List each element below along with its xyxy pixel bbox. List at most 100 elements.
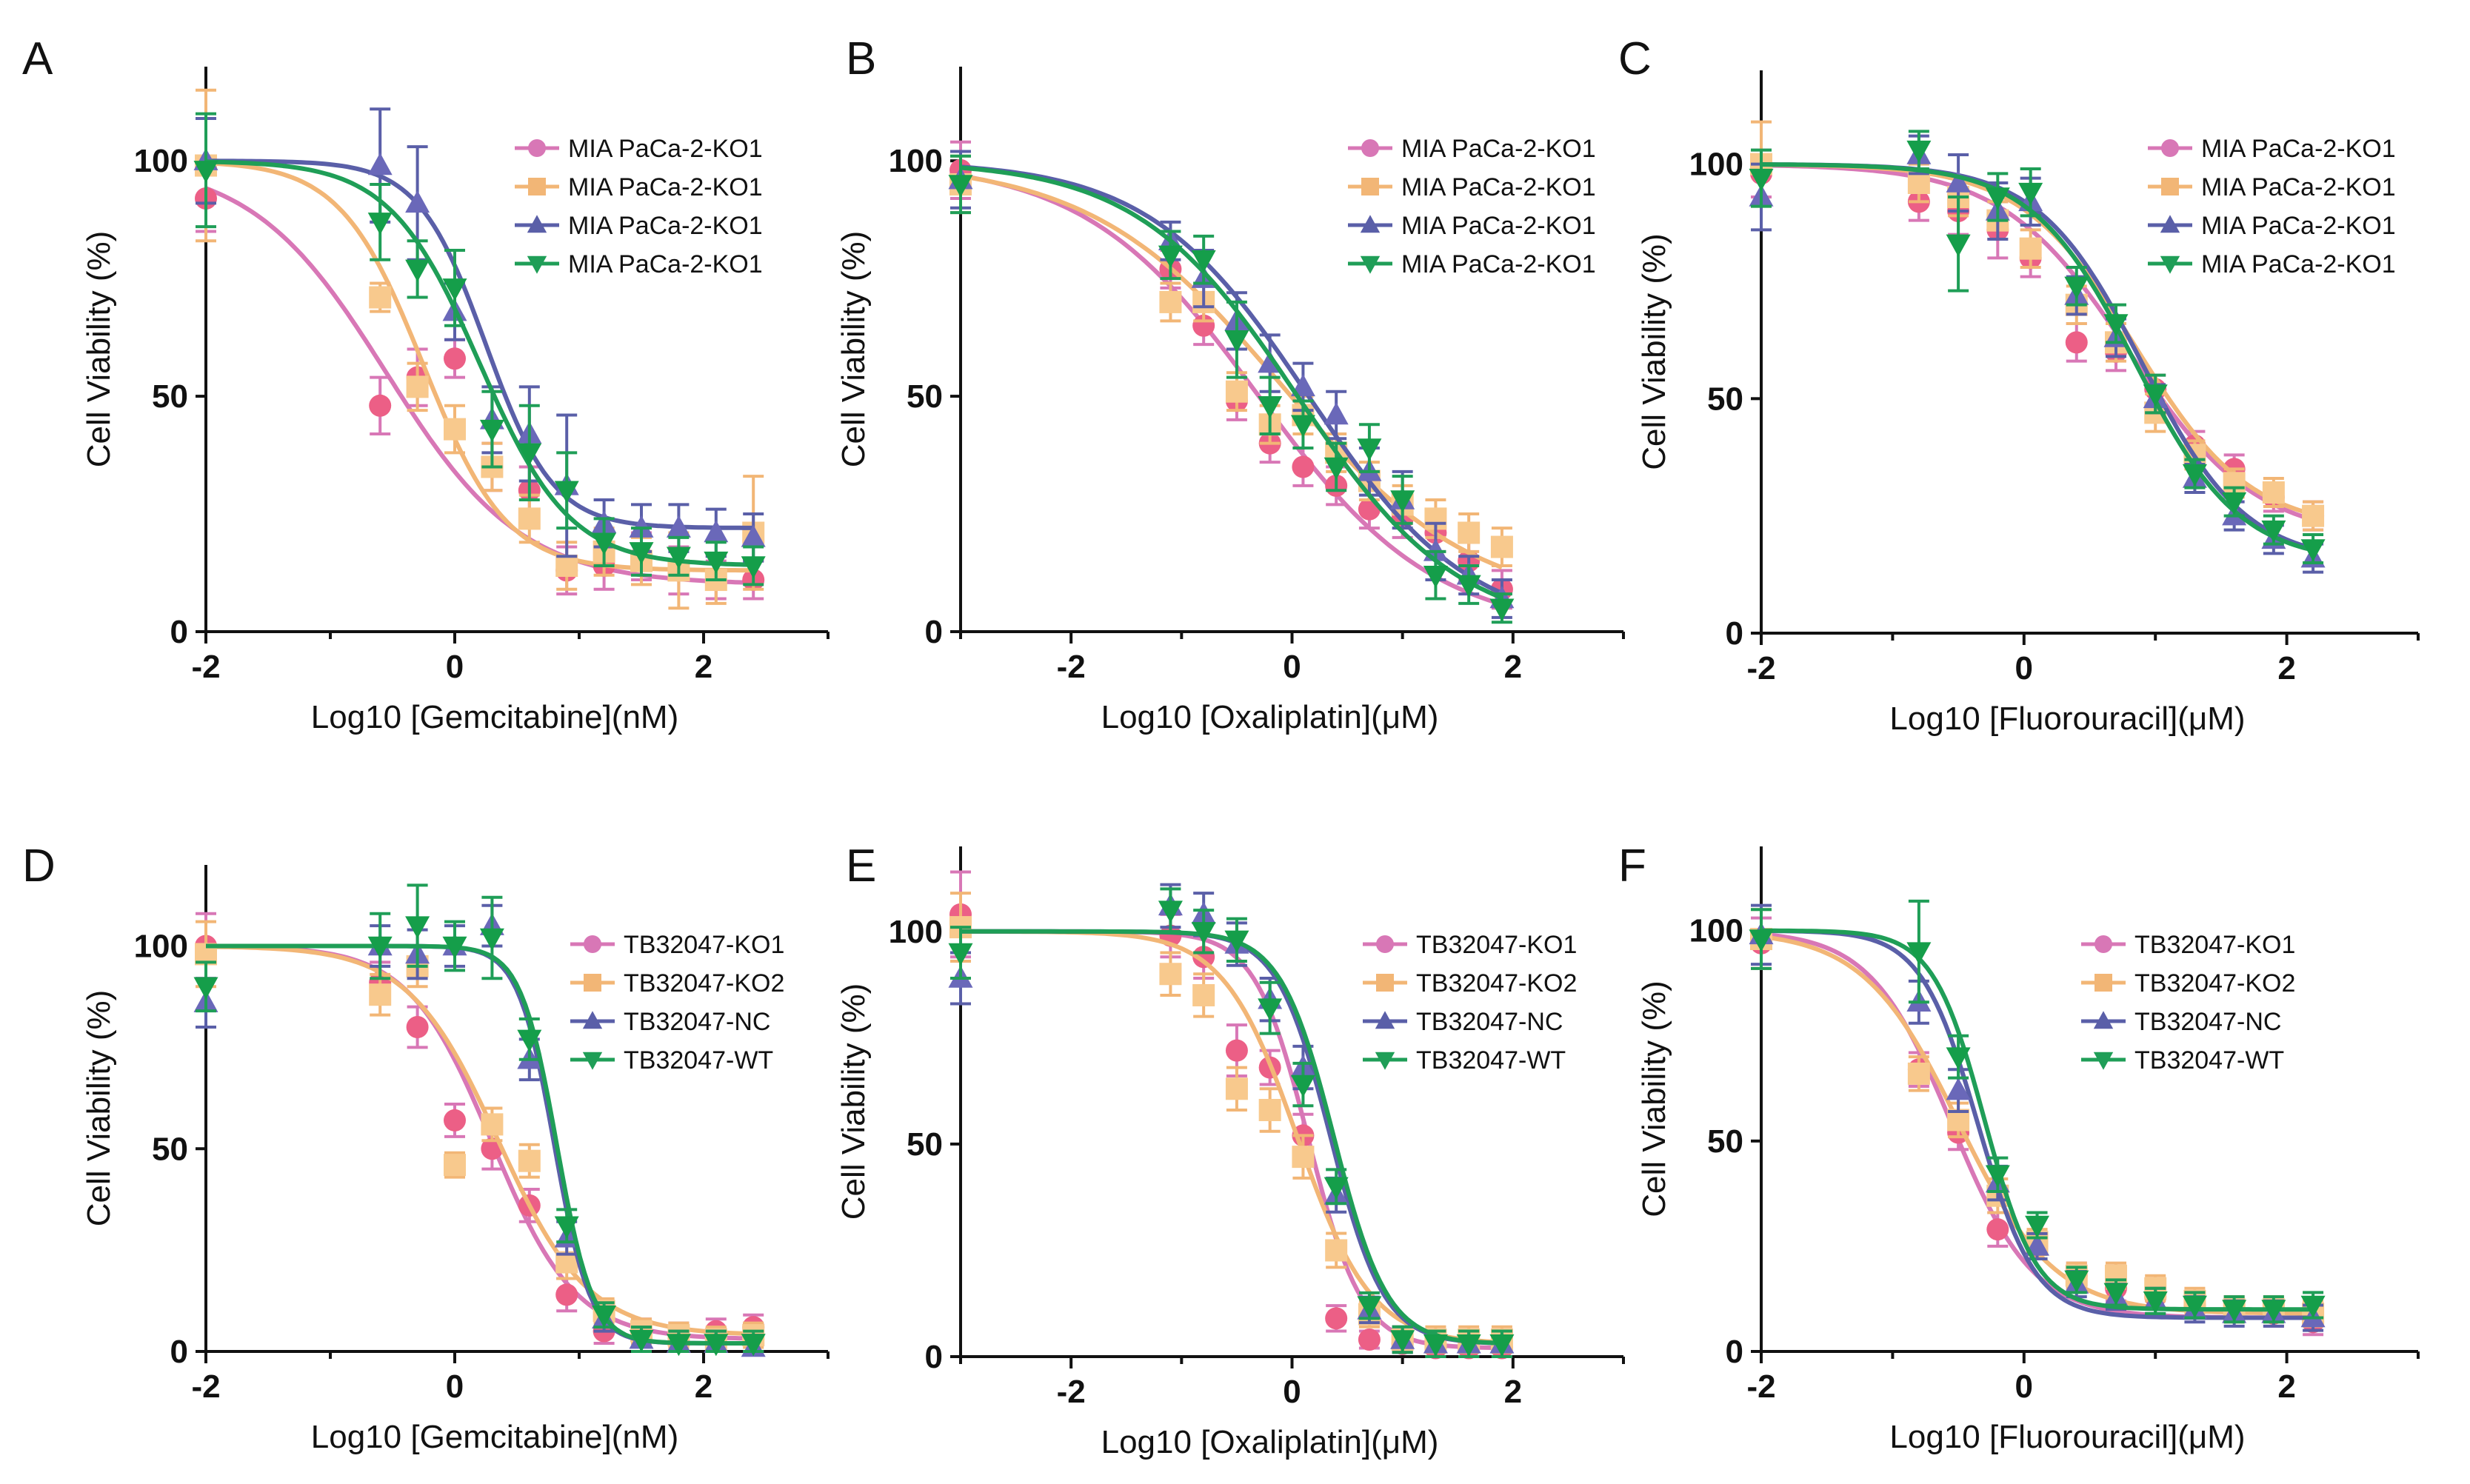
data-point [1986, 1218, 2009, 1241]
data-point [741, 524, 766, 547]
y-tick-label: 100 [1689, 913, 1743, 949]
data-point [1358, 1328, 1381, 1351]
data-point [1985, 187, 2010, 210]
data-point [1946, 234, 1971, 257]
data-point [405, 259, 430, 282]
panel-b: B 0 50 100 -2 0 2 Log10 [Oxaliplatin](μM) Cell V… [835, 33, 1625, 735]
data-point [2300, 1295, 2326, 1318]
legend-marker [1375, 1011, 1395, 1029]
x-tick-label: 0 [2015, 650, 2033, 686]
data-point [1159, 963, 1182, 986]
data-point [2025, 1215, 2050, 1238]
y-axis-title: Cell Viability (%) [81, 231, 117, 468]
y-tick-label: 50 [152, 1131, 188, 1167]
fit-curve [206, 943, 754, 1346]
y-tick-label: 100 [1689, 147, 1743, 183]
data-point [1225, 1039, 1248, 1062]
data-point [1158, 900, 1183, 923]
x-tick-label: 2 [1504, 649, 1522, 685]
legend-marker [1360, 255, 1381, 274]
legend-marker [1361, 139, 1379, 157]
panel-letter: A [22, 33, 53, 84]
x-tick-label: -2 [191, 1368, 220, 1405]
fit-curve [205, 944, 754, 1337]
data-point [2222, 492, 2247, 515]
fit-curve [960, 164, 1503, 595]
y-tick-label: 50 [1707, 1123, 1743, 1160]
x-tick-label: 0 [1283, 649, 1301, 685]
data-point [369, 983, 392, 1006]
data-point [1324, 1177, 1349, 1200]
series-wt [193, 883, 766, 1357]
legend-label: TB32047-WT [2134, 1046, 2284, 1074]
x-tick-label: 2 [2277, 1368, 2295, 1405]
fit-curve [205, 161, 754, 573]
data-point [1191, 250, 1216, 273]
data-point [444, 1154, 466, 1177]
legend: TB32047-KO1 TB32047-KO2 TB32047-NC TB32047-… [2081, 931, 2295, 1074]
data-point [2103, 314, 2129, 337]
legend-label: MIA PaCa-2-KO1 [2201, 250, 2396, 278]
legend-label: TB32047-KO2 [2134, 969, 2295, 997]
y-axis-title: Cell Viability (%) [1636, 980, 1672, 1217]
y-tick-label: 0 [170, 1334, 188, 1370]
series-wt [1749, 130, 2326, 564]
data-point [2262, 481, 2285, 504]
data-point [2025, 1233, 2050, 1256]
data-point [517, 1029, 542, 1052]
data-point [405, 190, 430, 213]
legend-marker [527, 255, 547, 274]
data-point [1458, 521, 1481, 544]
data-point [1192, 983, 1215, 1006]
x-axis-title: Log10 [Gemcitabine](nM) [311, 1419, 678, 1455]
legend: TB32047-KO1 TB32047-KO2 TB32047-NC TB32047-… [570, 931, 784, 1074]
legend: MIA PaCa-2-KO1 MIA PaCa-2-KO1 MIA PaCa-2-K… [1348, 135, 1596, 278]
legend-label: TB32047-NC [1416, 1008, 1563, 1036]
legend-marker [2095, 935, 2112, 953]
y-tick-label: 50 [152, 378, 188, 415]
data-point [704, 520, 729, 543]
x-tick-label: -2 [1057, 649, 1086, 685]
legend-marker [2161, 139, 2179, 157]
data-point [555, 554, 578, 577]
data-point [1390, 1330, 1415, 1353]
fit-curve [960, 173, 1503, 606]
y-tick-label: 100 [134, 929, 188, 965]
x-tick-label: 0 [1283, 1374, 1301, 1410]
x-axis-title: Log10 [Fluorouracil](μM) [1889, 1419, 2245, 1455]
y-tick-label: 50 [907, 1126, 943, 1163]
legend-label: MIA PaCa-2-KO1 [1401, 250, 1596, 278]
data-point [1946, 1077, 1971, 1100]
data-point [1258, 1098, 1281, 1121]
data-point [369, 286, 392, 309]
legend-label: MIA PaCa-2-KO1 [568, 212, 763, 240]
data-point [1946, 1047, 1971, 1070]
legend-marker [528, 139, 546, 157]
fit-curve [1761, 928, 2314, 1312]
x-tick-label: 2 [1504, 1374, 1522, 1410]
legend-marker [1375, 1052, 1395, 1070]
data-point [444, 347, 466, 370]
data-point [1907, 172, 1930, 194]
series-wt [1749, 899, 2326, 1324]
x-tick-label: -2 [1057, 1374, 1086, 1410]
y-axis-title: Cell Viability (%) [835, 231, 872, 468]
data-point [479, 928, 504, 951]
data-point [1456, 1334, 1481, 1357]
data-point [2261, 520, 2286, 543]
y-tick-label: 0 [170, 614, 188, 650]
y-tick-label: 50 [907, 378, 943, 415]
data-point [367, 936, 393, 959]
legend-label: MIA PaCa-2-KO1 [2201, 173, 2396, 201]
data-point [704, 551, 729, 574]
x-axis-title: Log10 [Gemcitabine](nM) [311, 699, 678, 735]
data-point [741, 556, 766, 579]
y-tick-label: 0 [925, 614, 943, 650]
legend-marker [584, 935, 601, 953]
legend-label: TB32047-KO2 [624, 969, 784, 997]
fit-curve [960, 165, 1503, 600]
legend-label: TB32047-NC [624, 1008, 770, 1036]
